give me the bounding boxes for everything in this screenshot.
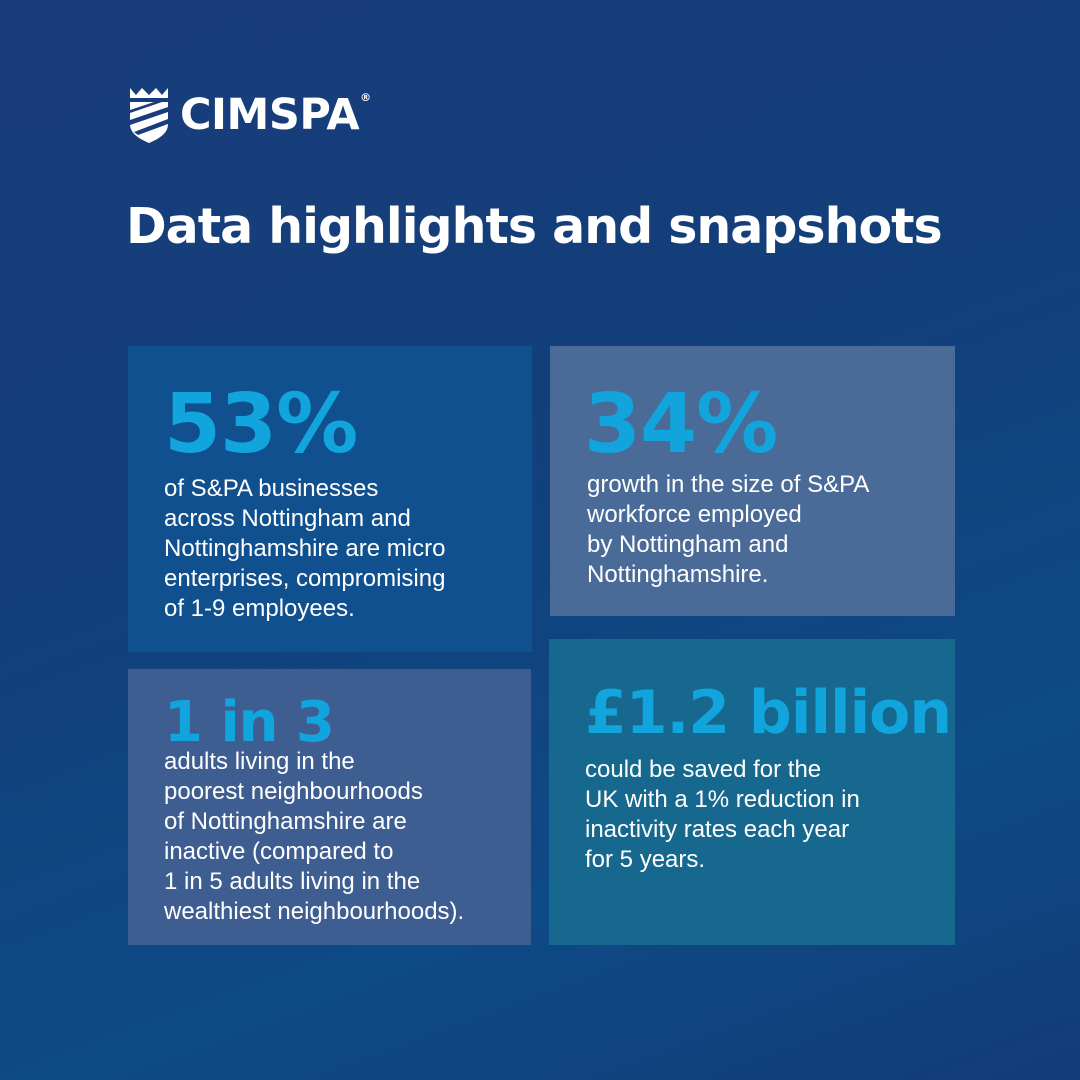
description-line: workforce employed [587, 501, 802, 528]
brand-name: CIMSPA® [180, 89, 371, 140]
description-line: Nottinghamshire. [587, 561, 769, 588]
highlight-description: of S&PA businesses across Nottingham and… [164, 474, 514, 624]
description-line: could be saved for the [585, 756, 822, 783]
shield-stripes-icon [130, 88, 168, 143]
description-line: UK with a 1% reduction in [585, 786, 860, 813]
description-line: of Nottinghamshire are [164, 808, 407, 835]
registered-mark: ® [360, 90, 371, 104]
description-line: of S&PA businesses [164, 475, 379, 502]
description-line: of 1-9 employees. [164, 595, 355, 622]
highlight-description: could be saved for the UK with a 1% redu… [585, 755, 915, 875]
description-line: across Nottingham and [164, 505, 411, 532]
description-line: by Nottingham and [587, 531, 789, 558]
highlight-card-inactive-adults: 1 in 3 adults living in the poorest neig… [128, 669, 531, 945]
highlight-description: adults living in the poorest neighbourho… [164, 747, 524, 927]
highlight-stat: 34% [584, 377, 778, 472]
description-line: adults living in the [164, 748, 355, 775]
description-line: inactive (compared to [164, 838, 394, 865]
page-title: Data highlights and snapshots [126, 198, 943, 255]
highlight-stat: 53% [164, 377, 358, 472]
highlight-description: growth in the size of S&PA workforce emp… [587, 470, 927, 590]
description-line: for 5 years. [585, 846, 706, 873]
highlight-card-micro-enterprises: 53% of S&PA businesses across Nottingham… [128, 346, 532, 652]
description-line: enterprises, compromising [164, 565, 446, 592]
description-line: growth in the size of S&PA [587, 471, 870, 498]
highlight-stat: £1.2 billion [585, 678, 952, 748]
cimspa-logo: CIMSPA® [128, 86, 371, 144]
description-line: Nottinghamshire are micro [164, 535, 446, 562]
highlight-stat: 1 in 3 [164, 690, 335, 755]
description-line: wealthiest neighbourhoods). [164, 898, 465, 925]
description-line: 1 in 5 adults living in the [164, 868, 421, 895]
highlight-card-workforce-growth: 34% growth in the size of S&PA workforce… [550, 346, 955, 616]
highlight-card-savings: £1.2 billion could be saved for the UK w… [549, 639, 955, 945]
description-line: poorest neighbourhoods [164, 778, 423, 805]
description-line: inactivity rates each year [585, 816, 850, 843]
